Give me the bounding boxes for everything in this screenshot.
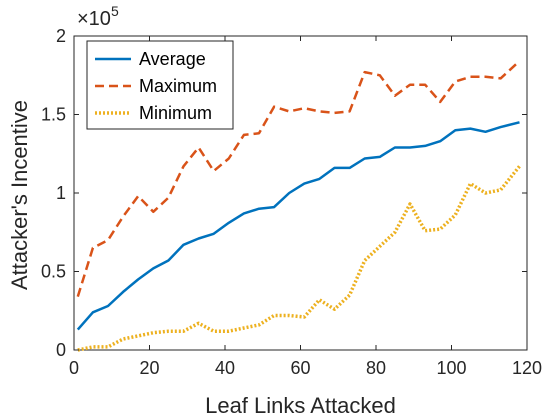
axis-ticks: 0 20 40 60 80 100 120 0 0.5 1 1.5 2 bbox=[41, 26, 542, 378]
legend-entry-maximum: Maximum bbox=[95, 76, 217, 96]
legend-label-average: Average bbox=[139, 49, 206, 69]
y-axis-label: Attacker's Incentive bbox=[7, 100, 32, 290]
x-tick-label: 20 bbox=[139, 358, 159, 378]
legend-label-maximum: Maximum bbox=[139, 76, 217, 96]
x-tick-label: 60 bbox=[290, 358, 310, 378]
series-layer bbox=[76, 60, 521, 352]
legend-entry-average: Average bbox=[95, 49, 206, 69]
y-tick-label: 1.5 bbox=[41, 105, 66, 125]
x-tick-label: 0 bbox=[69, 358, 79, 378]
y-axis-multiplier-exponent: 5 bbox=[111, 3, 119, 19]
legend-entry-minimum: Minimum bbox=[95, 103, 212, 123]
series-line-minimum bbox=[77, 165, 521, 352]
series-line-maximum bbox=[76, 60, 521, 297]
x-tick-label: 120 bbox=[512, 358, 542, 378]
y-axis-multiplier-base: ×10 bbox=[77, 8, 111, 30]
x-tick-label: 40 bbox=[215, 358, 235, 378]
x-tick-label: 100 bbox=[436, 358, 466, 378]
y-axis-multiplier: ×105 bbox=[77, 3, 119, 30]
y-tick-label: 0.5 bbox=[41, 262, 66, 282]
legend-label-minimum: Minimum bbox=[139, 103, 212, 123]
y-tick-label: 2 bbox=[56, 26, 66, 46]
y-tick-label: 1 bbox=[56, 183, 66, 203]
y-tick-label: 0 bbox=[56, 340, 66, 360]
series-line-average bbox=[76, 121, 520, 331]
x-tick-label: 80 bbox=[366, 358, 386, 378]
legend: Average Maximum Minimum bbox=[86, 40, 234, 130]
x-axis-label: Leaf Links Attacked bbox=[205, 393, 396, 418]
